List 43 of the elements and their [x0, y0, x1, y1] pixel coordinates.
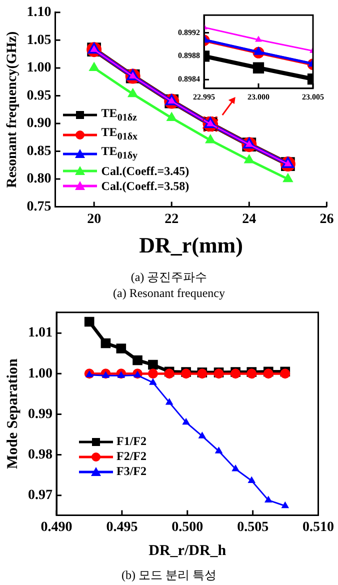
x-tick-label: 24: [242, 212, 256, 227]
legend-label: Cal.(Coeff.=3.58): [101, 178, 190, 194]
y-tick-label: 1.10: [26, 5, 52, 20]
legend-label: TE$_{01δy}$: [101, 144, 138, 164]
x-tick-label: 23.000: [248, 92, 270, 102]
y-tick-label: 0.85: [26, 144, 52, 159]
y-tick-label: 0.95: [26, 88, 52, 104]
y-tick-label: 1.05: [26, 32, 52, 48]
y-tick-label: 0.8992: [178, 28, 200, 37]
y-tick-label: 0.98: [28, 447, 52, 462]
y-axis-title: Resonant frequency(GHz): [5, 31, 20, 188]
legend-label: F3/F2: [116, 464, 146, 480]
x-tick-label: 0.495: [106, 520, 138, 536]
legend-label: TE$_{01δz}$: [101, 106, 137, 126]
x-tick-label: 22.995: [193, 92, 215, 102]
x-tick-label: 23.005: [302, 92, 324, 102]
x-axis-title: DR_r(mm): [139, 232, 243, 258]
x-tick-label: 0.500: [172, 520, 204, 536]
text: (a) Resonant frequency: [112, 286, 226, 301]
legend-label: Cal.(Coeff.=3.45): [101, 164, 190, 179]
y-tick-label: 1.00: [26, 60, 52, 76]
y-tick-label: 0.80: [26, 172, 52, 187]
text: (b) 모드 분리 특성: [120, 568, 218, 583]
y-tick-label: 0.97: [28, 488, 52, 503]
legend-label: TE$_{01δx}$: [101, 125, 138, 144]
y-tick-label: 0.8988: [178, 51, 200, 60]
x-tick-label: 0.505: [237, 520, 269, 536]
x-tick-label: 0.510: [302, 520, 334, 536]
x-tick-label: 26: [320, 212, 334, 227]
y-tick-label: 0.90: [26, 116, 52, 132]
text: (a) 공진주파수: [130, 270, 208, 285]
x-tick-label: 22: [164, 212, 179, 227]
y-tick-label: 1.00: [28, 366, 52, 382]
y-tick-label: 0.75: [26, 199, 52, 214]
y-axis-title: Mode Separation: [4, 358, 21, 470]
x-axis-title: DR_r/DR_h: [148, 542, 227, 559]
y-tick-label: 0.99: [28, 406, 52, 422]
x-tick-label: 0.490: [40, 520, 72, 536]
legend-label: F2/F2: [116, 449, 146, 464]
y-tick-label: 1.01: [28, 326, 52, 341]
legend-label: F1/F2: [116, 434, 146, 450]
x-tick-label: 20: [87, 212, 102, 227]
y-tick-label: 0.8984: [178, 74, 200, 84]
